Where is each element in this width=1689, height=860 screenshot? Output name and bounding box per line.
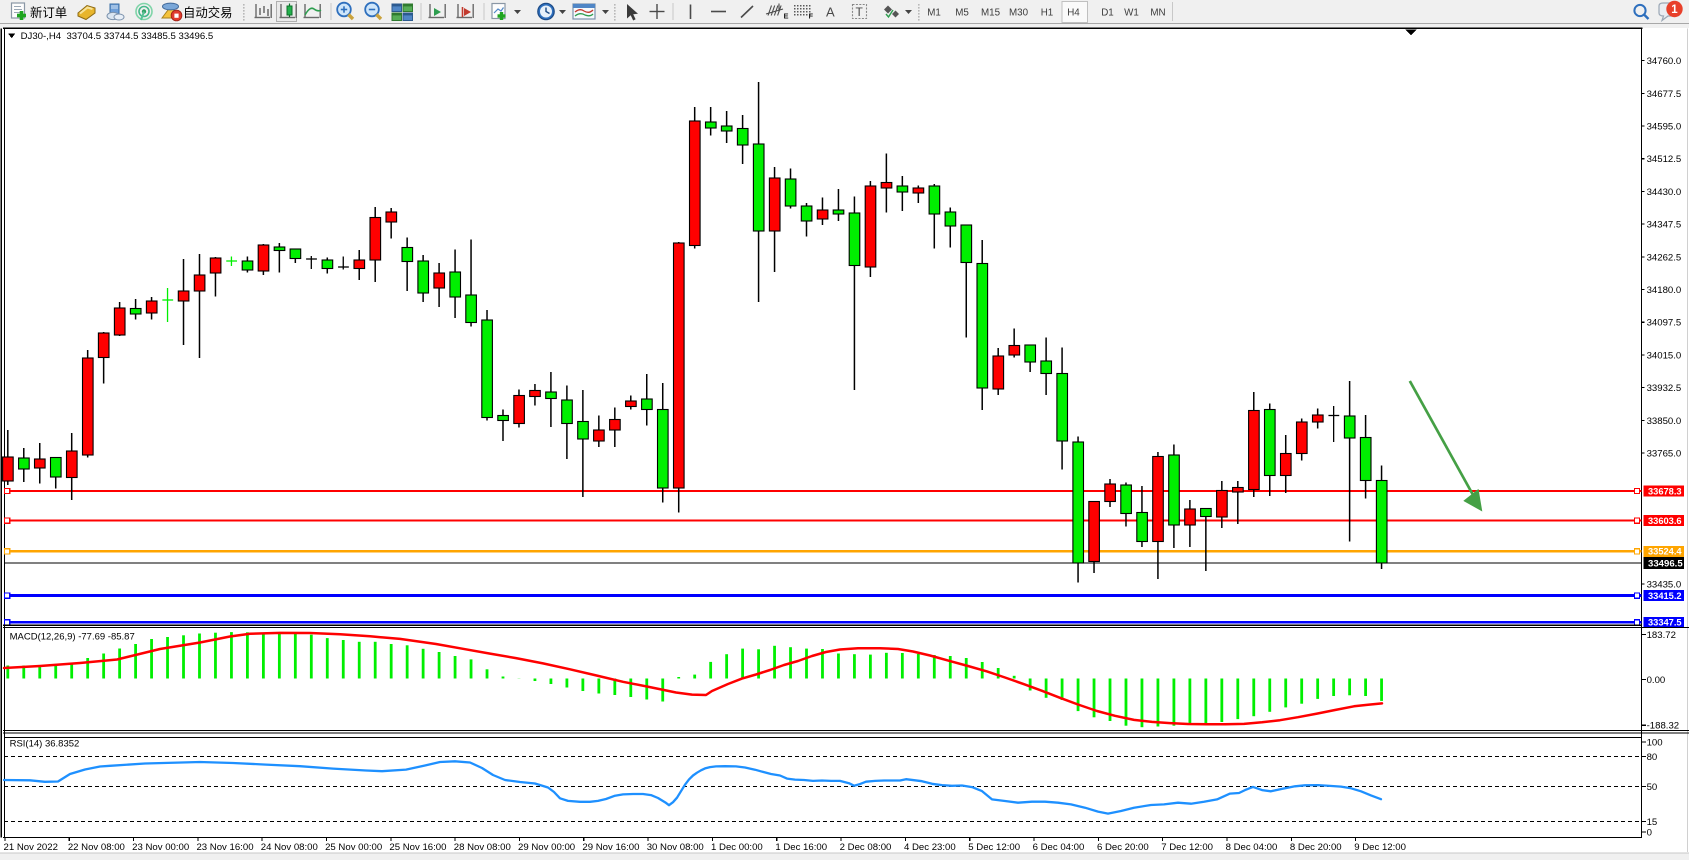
svg-text:29 Nov 00:00: 29 Nov 00:00 [518,842,575,853]
svg-text:30 Nov 08:00: 30 Nov 08:00 [647,842,704,853]
svg-text:D1: D1 [1101,8,1114,19]
svg-text:33415.2: 33415.2 [1648,591,1682,601]
svg-text:34677.5: 34677.5 [1647,89,1682,100]
svg-text:-188.32: -188.32 [1647,721,1680,732]
svg-text:80: 80 [1647,752,1658,763]
svg-text:0.00: 0.00 [1647,675,1666,686]
svg-text:4 Dec 23:00: 4 Dec 23:00 [904,842,956,853]
svg-text:MACD(12,26,9) -77.69 -85.87: MACD(12,26,9) -77.69 -85.87 [10,632,135,643]
svg-text:34595.0: 34595.0 [1647,122,1682,133]
svg-text:1: 1 [1671,4,1678,16]
svg-text:34430.0: 34430.0 [1647,187,1682,198]
svg-text:自动交易: 自动交易 [183,5,233,20]
svg-text:M30: M30 [1009,8,1029,19]
svg-text:33435.0: 33435.0 [1647,579,1682,590]
svg-text:50: 50 [1647,782,1658,793]
svg-text:34347.5: 34347.5 [1647,220,1682,231]
svg-text:15: 15 [1647,817,1658,828]
svg-text:34262.5: 34262.5 [1647,252,1682,263]
svg-text:M15: M15 [981,8,1001,19]
svg-text:E: E [784,12,789,21]
svg-text:33603.6: 33603.6 [1648,516,1682,526]
svg-text:A: A [826,5,835,20]
svg-text:RSI(14) 36.8352: RSI(14) 36.8352 [10,738,80,749]
svg-text:21 Nov 2022: 21 Nov 2022 [4,842,58,853]
svg-text:29 Nov 16:00: 29 Nov 16:00 [582,842,639,853]
svg-text:22 Nov 08:00: 22 Nov 08:00 [68,842,125,853]
svg-text:T: T [856,5,864,19]
svg-text:100: 100 [1647,738,1663,749]
svg-text:2 Dec 08:00: 2 Dec 08:00 [840,842,892,853]
svg-text:23 Nov 00:00: 23 Nov 00:00 [132,842,189,853]
svg-text:34180.0: 34180.0 [1647,285,1682,296]
svg-text:33678.3: 33678.3 [1648,486,1682,496]
svg-text:33850.0: 33850.0 [1647,416,1682,427]
svg-text:M5: M5 [955,8,969,19]
svg-text:183.72: 183.72 [1647,630,1676,641]
svg-text:M1: M1 [927,8,941,19]
svg-text:1 Dec 00:00: 1 Dec 00:00 [711,842,763,853]
svg-text:H4: H4 [1067,8,1080,19]
svg-text:W1: W1 [1124,8,1139,19]
svg-text:8 Dec 20:00: 8 Dec 20:00 [1290,842,1342,853]
svg-text:25 Nov 00:00: 25 Nov 00:00 [325,842,382,853]
svg-text:34015.0: 34015.0 [1647,350,1682,361]
svg-text:33524.4: 33524.4 [1648,547,1682,557]
svg-text:DJ30-,H4 33704.5 33744.5 3348: DJ30-,H4 33704.5 33744.5 33485.5 33496.5 [21,31,214,42]
svg-text:33765.0: 33765.0 [1647,449,1682,460]
svg-text:MN: MN [1150,8,1165,19]
svg-text:6 Dec 20:00: 6 Dec 20:00 [1097,842,1149,853]
svg-text:7 Dec 12:00: 7 Dec 12:00 [1161,842,1213,853]
svg-text:33347.5: 33347.5 [1648,618,1682,628]
svg-text:0: 0 [1647,827,1652,838]
svg-text:23 Nov 16:00: 23 Nov 16:00 [196,842,253,853]
svg-text:33496.5: 33496.5 [1648,559,1683,570]
svg-text:F: F [809,12,814,21]
svg-text:24 Nov 08:00: 24 Nov 08:00 [261,842,318,853]
svg-text:33932.5: 33932.5 [1647,383,1682,394]
svg-text:9 Dec 12:00: 9 Dec 12:00 [1354,842,1406,853]
svg-text:8 Dec 04:00: 8 Dec 04:00 [1226,842,1278,853]
svg-text:1 Dec 16:00: 1 Dec 16:00 [775,842,827,853]
svg-text:34097.5: 34097.5 [1647,318,1682,329]
svg-text:5 Dec 12:00: 5 Dec 12:00 [968,842,1020,853]
svg-text:34512.5: 34512.5 [1647,154,1682,165]
svg-text:34760.0: 34760.0 [1647,56,1682,67]
svg-text:28 Nov 08:00: 28 Nov 08:00 [454,842,511,853]
svg-text:25 Nov 16:00: 25 Nov 16:00 [389,842,446,853]
svg-text:6 Dec 04:00: 6 Dec 04:00 [1033,842,1085,853]
svg-text:新订单: 新订单 [30,5,67,20]
svg-text:H1: H1 [1041,8,1054,19]
